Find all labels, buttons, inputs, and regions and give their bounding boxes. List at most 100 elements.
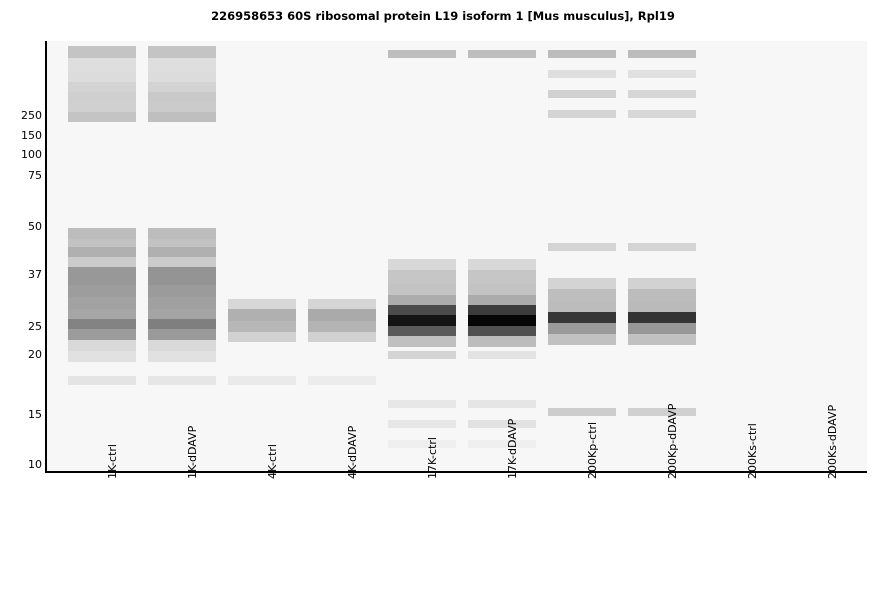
gel-band [548,312,616,323]
gel-band [628,70,696,78]
x-tick-label: 17K-dDAVP [506,418,519,479]
gel-band [468,50,536,58]
y-tick-label: 50 [28,220,42,233]
y-tick-label: 15 [28,408,42,421]
gel-band [628,289,696,301]
x-tick-label: 4K-ctrl [266,444,279,479]
gel-band [68,267,136,285]
gel-band [388,420,456,428]
gel-band [468,270,536,284]
gel-band [468,295,536,305]
gel-plot-area [47,41,867,472]
y-axis-line [45,41,47,473]
y-tick-label: 75 [28,169,42,182]
gel-band [228,321,296,332]
gel-lane [148,41,216,472]
gel-band [388,326,456,336]
gel-band [148,267,216,285]
gel-band [468,284,536,295]
gel-band [308,376,376,385]
gel-band [308,309,376,321]
gel-band [468,351,536,359]
gel-band [628,278,696,289]
gel-band [148,257,216,267]
gel-band [548,50,616,58]
gel-band [548,90,616,98]
gel-band [388,50,456,58]
x-axis-line [45,471,867,473]
gel-band [68,297,136,309]
gel-band [148,340,216,351]
gel-band [548,243,616,251]
y-tick-label: 20 [28,348,42,361]
gel-band [548,110,616,118]
x-tick-label: 200Ks-ctrl [746,423,759,479]
gel-band [628,312,696,323]
gel-band [148,247,216,257]
gel-band [148,102,216,112]
gel-band [548,289,616,301]
gel-band [548,408,616,416]
gel-band [308,299,376,309]
gel-band [68,309,136,319]
gel-band [68,257,136,267]
gel-lane [788,41,856,472]
gel-band [68,285,136,297]
gel-band [148,82,216,92]
gel-band [68,102,136,112]
gel-band [468,336,536,347]
gel-band [468,420,536,428]
gel-band [68,58,136,72]
y-axis-tick-labels: 250 150 100 75 50 37 25 20 15 10 [0,0,42,595]
x-tick-label: 200Kp-ctrl [586,421,599,479]
gel-band [388,305,456,315]
gel-band [628,90,696,98]
gel-band [148,376,216,385]
gel-band [628,323,696,334]
gel-band [228,309,296,321]
x-tick-label: 4K-dDAVP [346,425,359,479]
gel-band [148,319,216,329]
gel-band [628,301,696,312]
gel-band [68,319,136,329]
x-tick-label: 1K-dDAVP [186,425,199,479]
gel-band [548,70,616,78]
gel-band [468,315,536,326]
gel-band [388,284,456,295]
gel-band [148,112,216,122]
gel-band [388,351,456,359]
gel-band [148,309,216,319]
gel-band [388,400,456,408]
x-tick-label: 200Kp-dDAVP [666,403,679,479]
gel-band [68,82,136,92]
y-tick-label: 10 [28,458,42,471]
gel-band [68,92,136,102]
gel-band [228,376,296,385]
gel-band [68,46,136,58]
gel-lane [388,41,456,472]
gel-band [68,247,136,257]
gel-band [148,46,216,58]
gel-band [68,376,136,385]
x-tick-label: 17K-ctrl [426,437,439,479]
y-tick-label: 250 [21,109,42,122]
gel-band [228,332,296,342]
gel-lane [628,41,696,472]
gel-lane [228,41,296,472]
gel-band [388,270,456,284]
gel-band [468,305,536,315]
gel-band [548,323,616,334]
gel-lane [68,41,136,472]
gel-band [148,72,216,82]
gel-band [68,72,136,82]
gel-band [628,50,696,58]
x-tick-label: 1K-ctrl [106,444,119,479]
gel-band [308,321,376,332]
gel-lane [308,41,376,472]
gel-band [68,239,136,247]
gel-lane [708,41,776,472]
gel-band [628,110,696,118]
gel-band [148,351,216,362]
x-tick-label: 200Ks-dDAVP [826,404,839,479]
